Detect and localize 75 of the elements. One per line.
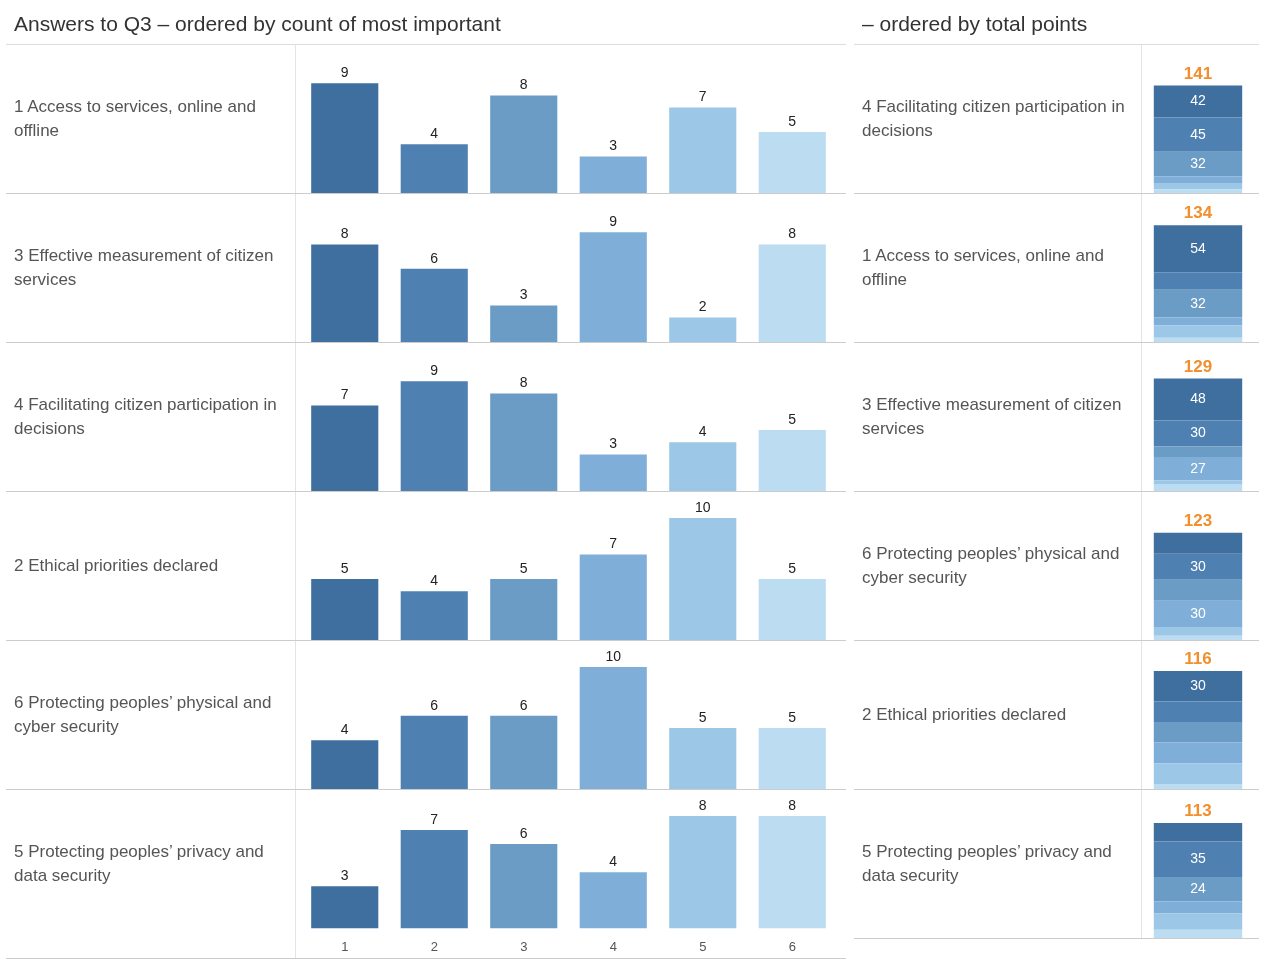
data-label: 8 — [698, 796, 707, 813]
data-label: 4 — [430, 125, 439, 142]
data-label: 35 — [1190, 850, 1206, 867]
data-label: 5 — [788, 410, 797, 427]
x-tick-label: 4 — [609, 938, 617, 954]
text: 5 Protecting peoples’ privacy and data security — [13, 841, 265, 887]
text: 1 Access to services, online and offline — [13, 96, 257, 142]
data-label: 5 — [788, 708, 797, 725]
text: 6 Protecting peoples’ physical and cyber security — [861, 543, 1121, 589]
x-tick-label: 2 — [430, 938, 438, 954]
x-tick-label: 3 — [520, 938, 528, 954]
data-label: 5 — [788, 559, 797, 576]
data-label: 45 — [1190, 125, 1206, 142]
data-label: 9 — [430, 362, 439, 379]
data-label: 48 — [1190, 390, 1206, 407]
data-label: 30 — [1190, 424, 1206, 441]
total-label: 134 — [1183, 203, 1213, 223]
data-label: 8 — [788, 225, 797, 242]
data-label: 9 — [609, 213, 618, 230]
x-tick-label: 1 — [341, 938, 349, 954]
data-label: 4 — [340, 721, 349, 738]
data-label: 4 — [430, 572, 439, 589]
text: – ordered by total points — [854, 4, 1259, 45]
x-tick-label: 5 — [699, 938, 707, 954]
data-label: 5 — [698, 708, 707, 725]
data-label: 10 — [694, 498, 711, 515]
data-label: 30 — [1190, 604, 1206, 621]
text: 4 Facilitating citizen participation in decisions — [13, 394, 278, 440]
data-label: 7 — [430, 810, 439, 827]
data-label: 5 — [340, 559, 349, 576]
data-label: 30 — [1190, 557, 1206, 574]
text: Answers to Q3 – ordered by count of most important — [6, 4, 846, 45]
data-label: 4 — [698, 423, 707, 440]
data-label: 3 — [340, 867, 349, 884]
data-label: 7 — [340, 386, 349, 403]
total-label: 141 — [1183, 63, 1213, 83]
text: 3 Effective measurement of citizen services — [13, 245, 275, 291]
text: 2 Ethical priorities declared — [861, 704, 1068, 726]
data-label: 2 — [698, 298, 707, 315]
data-label: 6 — [519, 696, 528, 713]
text: 3 Effective measurement of citizen services — [861, 394, 1123, 440]
data-label: 8 — [340, 225, 349, 242]
data-label: 3 — [519, 286, 528, 303]
data-label: 8 — [519, 76, 528, 93]
total-label: 129 — [1183, 356, 1213, 376]
total-label: 116 — [1184, 649, 1212, 669]
data-label: 32 — [1190, 294, 1206, 311]
data-label: 8 — [788, 796, 797, 813]
total-label: 113 — [1184, 801, 1212, 821]
data-label: 10 — [605, 647, 622, 664]
data-label: 27 — [1190, 459, 1206, 476]
data-label: 6 — [519, 824, 528, 841]
data-label: 9 — [340, 64, 349, 81]
text: 4 Facilitating citizen participation in decisions — [861, 96, 1126, 142]
data-label: 32 — [1190, 154, 1206, 171]
data-label: 3 — [609, 137, 618, 154]
data-label: 8 — [519, 374, 528, 391]
data-label: 4 — [609, 853, 618, 870]
data-label: 6 — [430, 249, 439, 266]
data-label: 5 — [519, 559, 528, 576]
data-label: 3 — [609, 435, 618, 452]
data-label: 42 — [1190, 92, 1206, 109]
data-label: 24 — [1190, 880, 1206, 897]
data-label: 30 — [1190, 677, 1206, 694]
data-label: 54 — [1190, 239, 1206, 256]
data-label: 5 — [788, 112, 797, 129]
data-label: 7 — [698, 88, 707, 105]
data-label: 6 — [430, 696, 439, 713]
total-label: 123 — [1183, 511, 1213, 530]
text: 6 Protecting peoples’ physical and cyber security — [13, 692, 273, 738]
text: 2 Ethical priorities declared — [13, 555, 220, 577]
data-label: 7 — [609, 535, 618, 552]
x-tick-label: 6 — [788, 938, 796, 954]
text: 5 Protecting peoples’ privacy and data security — [861, 841, 1113, 887]
text: 1 Access to services, online and offline — [861, 245, 1105, 291]
